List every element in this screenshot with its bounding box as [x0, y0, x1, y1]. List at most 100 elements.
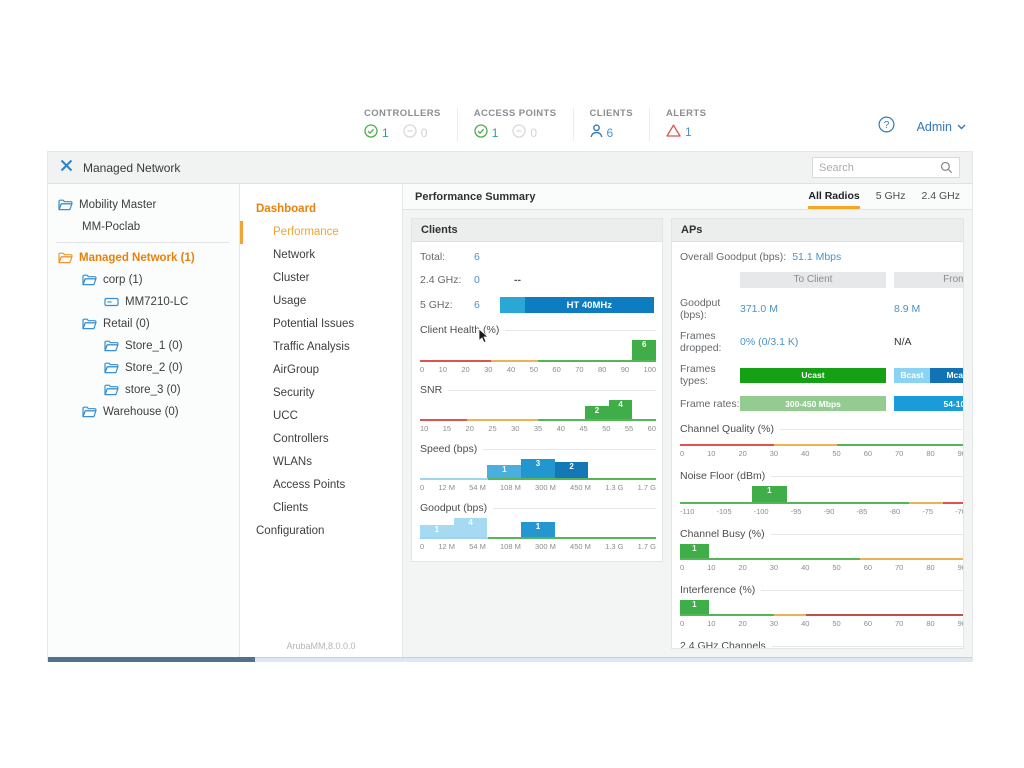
channels-24-chart: 2.4 GHz Channels123456789101112: [680, 640, 963, 648]
chart-bar: 1: [680, 600, 709, 614]
tree-item-store-2-0[interactable]: Store_2 (0): [48, 357, 239, 379]
chart-tick-labels: 0 10 20 30 40 50 60 70 80 90 100: [420, 365, 656, 374]
nav-item-potential-issues[interactable]: Potential Issues: [273, 318, 355, 330]
dashboard-nav: Dashboard Performance Network Cluster Usage P…: [240, 184, 403, 657]
tree-item-label: Retail (0): [103, 318, 150, 330]
tree-item-label: corp (1): [103, 274, 143, 286]
scrollbar-thumb[interactable]: [48, 657, 255, 662]
window-title: Managed Network: [83, 160, 181, 175]
chart-tick-labels: -110-105-100-95-90-85-80-75-70: [680, 507, 963, 516]
chart-axis: [420, 419, 656, 422]
nav-item-network[interactable]: Network: [273, 249, 316, 261]
nav-item-wlans[interactable]: WLANs: [273, 456, 312, 468]
chart-bar: 2: [554, 462, 589, 478]
tree-item-label: MM7210-LC: [125, 296, 189, 308]
tree-item-store-3-0[interactable]: store_3 (0): [48, 379, 239, 401]
tree-item-store-1-0[interactable]: Store_1 (0): [48, 335, 239, 357]
nav-item-controllers[interactable]: Controllers: [273, 433, 329, 445]
nav-item-dashboard[interactable]: Dashboard: [256, 203, 317, 215]
stat-item[interactable]: 6: [590, 124, 614, 141]
chart-tick-labels: 0 12 M 54 M 108 M 300 M 450 M 1.3 G 1.7 G: [420, 483, 656, 492]
help-icon[interactable]: ?: [878, 116, 895, 138]
global-stats: CONTROLLERS 1 0 ACCESS POINTS 1 0 CLIENTS 6 ALER…: [348, 108, 722, 141]
stat-item[interactable]: 1: [666, 124, 692, 140]
horizontal-scrollbar[interactable]: [48, 657, 972, 662]
stat-value: 1: [382, 125, 389, 140]
nav-item-configuration[interactable]: Configuration: [256, 525, 325, 537]
stat-access-points[interactable]: ACCESS POINTS 1 0: [458, 108, 574, 141]
bar-value-label: 4: [468, 518, 473, 527]
tree-item-label: Store_2 (0): [125, 362, 183, 374]
admin-menu[interactable]: Admin: [917, 120, 966, 134]
nav-item-clients[interactable]: Clients: [273, 502, 309, 514]
total-value: 6: [474, 251, 480, 263]
bar-value-label: 4: [618, 400, 623, 409]
bar-segment: Ucast: [740, 367, 886, 383]
band-label: 2.4 GHz:: [420, 274, 462, 286]
stat-item[interactable]: 1: [364, 124, 389, 141]
stat-controllers[interactable]: CONTROLLERS 1 0: [348, 108, 458, 141]
frames-dropped-row: Frames dropped: 0% (0/3.1 K) N/A: [680, 330, 912, 354]
folder-icon: [104, 362, 119, 374]
tree-item-mm-poclab[interactable]: MM-Poclab: [48, 216, 239, 238]
bar-segment: 54-108 Mbps: [894, 396, 963, 411]
tree-item-warehouse-0[interactable]: Warehouse (0): [48, 401, 239, 423]
bar-value-label: 6: [641, 340, 647, 349]
chart-bar: 1: [487, 465, 522, 478]
tree-item-corp-1[interactable]: corp (1): [48, 269, 239, 291]
chart-bar: 1: [521, 522, 555, 537]
chart-title: SNR: [420, 384, 443, 396]
tree-item-mm7210-lc[interactable]: MM7210-LC: [48, 291, 239, 313]
alert-triangle-icon: [666, 124, 681, 140]
stat-value: 6: [606, 125, 614, 140]
search-icon[interactable]: [940, 161, 953, 174]
clients-band-row: 2.4 GHz: 0 --: [420, 274, 654, 286]
stat-alerts[interactable]: ALERTS 1: [650, 108, 722, 141]
clients-panel-title: Clients: [412, 219, 662, 242]
tab-all-radios[interactable]: All Radios: [808, 190, 860, 209]
user-icon: [590, 124, 603, 141]
chart-bar: 1: [751, 486, 788, 502]
chart-bar: 1: [420, 525, 454, 537]
nav-item-performance[interactable]: Performance: [240, 221, 402, 244]
goodput-chart: Goodput (bps) 1 4 1 0 12 M 54 M 108 M 300 M 450 M…: [420, 502, 656, 551]
chevron-down-icon: [957, 124, 966, 130]
panels-row: Clients Total: 6 2.4 GHz: 0 -- 5 GHz: 6 HT 40…: [403, 210, 972, 657]
chart-bar: 4: [453, 518, 488, 537]
mouse-cursor: [478, 328, 490, 344]
nav-item-ucc[interactable]: UCC: [273, 410, 298, 422]
stat-item[interactable]: 0: [512, 124, 537, 141]
stat-item[interactable]: 1: [474, 124, 498, 141]
nav-item-airgroup[interactable]: AirGroup: [273, 364, 320, 376]
ht-bar-segment: [500, 297, 525, 313]
nav-item-cluster[interactable]: Cluster: [273, 272, 310, 284]
folder-icon: [104, 384, 119, 396]
frames-types-row: Frames types: Ucast BcastMcast: [680, 363, 963, 387]
nav-item-usage[interactable]: Usage: [273, 295, 307, 307]
tree-item-managed-network-1[interactable]: Managed Network (1): [48, 247, 239, 269]
tree-item-retail-0[interactable]: Retail (0): [48, 313, 239, 335]
tab-5-ghz[interactable]: 5 GHz: [875, 190, 906, 202]
tree-item-label: MM-Poclab: [82, 221, 141, 233]
bar-segment: Bcast: [894, 367, 930, 383]
bar-value-label: 3: [535, 459, 541, 468]
aps-panel-title: APs: [672, 219, 963, 242]
nav-item-traffic-analysis[interactable]: Traffic Analysis: [273, 341, 350, 353]
search-input[interactable]: [819, 161, 940, 174]
tree-item-label: Store_1 (0): [125, 340, 183, 352]
stat-item[interactable]: 0: [403, 124, 427, 141]
chart-tick-labels: 10 15 20 25 30 35 40 45 50 55 60: [420, 424, 656, 433]
close-icon[interactable]: [60, 159, 73, 177]
stat-clients[interactable]: CLIENTS 6: [574, 108, 650, 141]
tree-item-mobility-master[interactable]: Mobility Master: [48, 194, 239, 216]
clients-band-row: 5 GHz: 6 HT 40MHz: [420, 297, 654, 313]
tree-item-label: Mobility Master: [79, 199, 157, 211]
metric-bar: BcastMcast: [894, 367, 963, 383]
nav-item-access-points[interactable]: Access Points: [273, 479, 346, 491]
tab-2-4-ghz[interactable]: 2.4 GHz: [921, 190, 960, 202]
nav-item-security[interactable]: Security: [273, 387, 315, 399]
tree-item-label: Managed Network (1): [79, 252, 195, 264]
chart-bar: 6: [632, 340, 656, 360]
